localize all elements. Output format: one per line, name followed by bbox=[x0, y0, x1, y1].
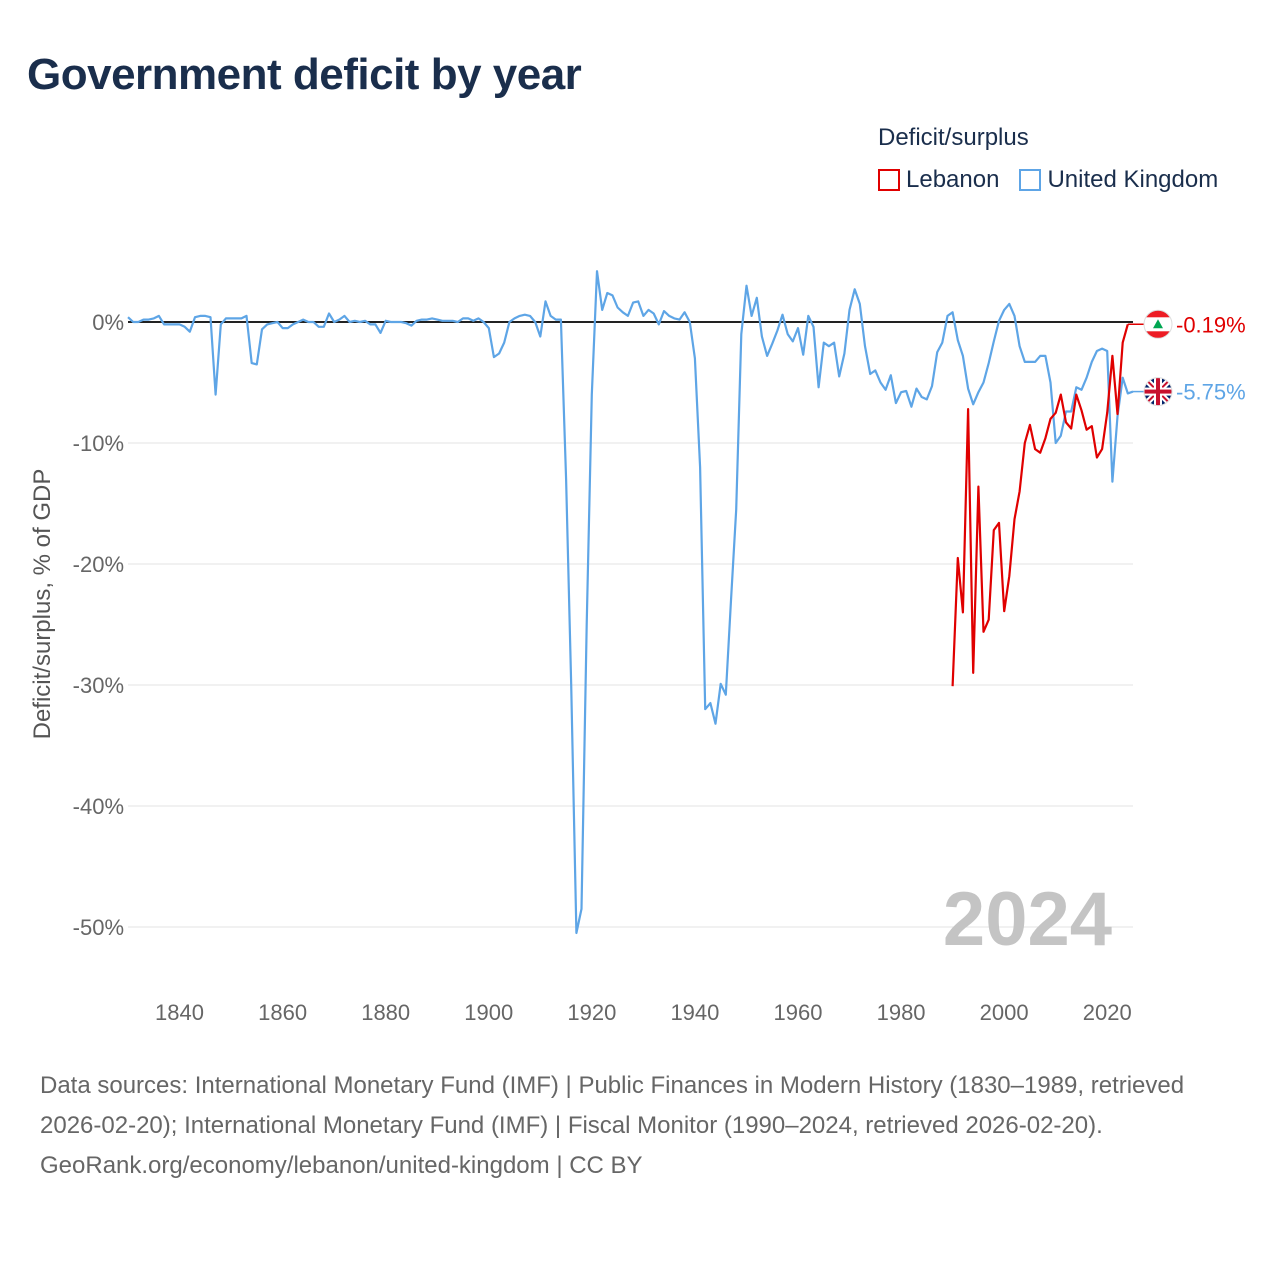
united-kingdom-flag-icon bbox=[1143, 377, 1173, 407]
x-tick-label: 1940 bbox=[670, 1000, 719, 1025]
y-tick-label: -30% bbox=[73, 673, 124, 698]
end-value-label-lebanon: -0.19% bbox=[1176, 312, 1246, 337]
x-tick-label: 2020 bbox=[1083, 1000, 1132, 1025]
footer: Data sources: International Monetary Fun… bbox=[40, 1066, 1240, 1186]
legend-item-lebanon[interactable]: Lebanon bbox=[878, 166, 999, 194]
legend-label-united-kingdom: United Kingdom bbox=[1047, 166, 1219, 193]
legend-label-lebanon: Lebanon bbox=[906, 166, 1000, 193]
credit-link[interactable]: GeoRank.org/economy/lebanon/united-kingd… bbox=[40, 1152, 643, 1179]
x-tick-label: 1860 bbox=[258, 1000, 307, 1025]
legend: Lebanon United Kingdom bbox=[878, 166, 1218, 194]
end-label-layer: -5.75% -0.19% bbox=[1127, 309, 1246, 407]
data-sources: Data sources: International Monetary Fun… bbox=[40, 1072, 1185, 1139]
y-tick-label: -10% bbox=[73, 431, 124, 456]
legend-swatch-lebanon bbox=[878, 169, 900, 191]
year-watermark: 2024 bbox=[943, 877, 1112, 962]
x-tick-label: 1980 bbox=[877, 1000, 926, 1025]
grid-layer bbox=[128, 442, 1133, 928]
legend-item-united-kingdom[interactable]: United Kingdom bbox=[1019, 166, 1218, 194]
y-axis-title: Deficit/surplus, % of GDP bbox=[29, 469, 56, 740]
y-tick-label: 0% bbox=[92, 310, 124, 335]
y-tick-label: -40% bbox=[73, 794, 124, 819]
page-title: Government deficit by year bbox=[27, 50, 582, 99]
series-line-united-kingdom[interactable] bbox=[127, 270, 1134, 935]
legend-swatch-united-kingdom bbox=[1019, 169, 1042, 191]
end-value-label-united-kingdom: -5.75% bbox=[1176, 380, 1246, 405]
series-line-lebanon[interactable] bbox=[951, 324, 1129, 687]
deficit-line-chart: 0% -10% -20% -30% -40% -50% 1840 1860 1880 1900 19… bbox=[29, 270, 1246, 1025]
series-layer bbox=[127, 270, 1134, 935]
x-tick-label: 1880 bbox=[361, 1000, 410, 1025]
x-tick-label: 1960 bbox=[774, 1000, 823, 1025]
lebanon-flag-icon bbox=[1143, 309, 1173, 339]
x-tick-label: 1840 bbox=[155, 1000, 204, 1025]
x-tick-label: 1900 bbox=[464, 1000, 513, 1025]
axis-layer: 0% -10% -20% -30% -40% -50% 1840 1860 1880 1900 19… bbox=[73, 310, 1132, 1025]
legend-title: Deficit/surplus bbox=[878, 124, 1029, 151]
x-tick-label: 2000 bbox=[980, 1000, 1029, 1025]
y-tick-label: -20% bbox=[73, 552, 124, 577]
x-tick-label: 1920 bbox=[567, 1000, 616, 1025]
y-tick-label: -50% bbox=[73, 915, 124, 940]
